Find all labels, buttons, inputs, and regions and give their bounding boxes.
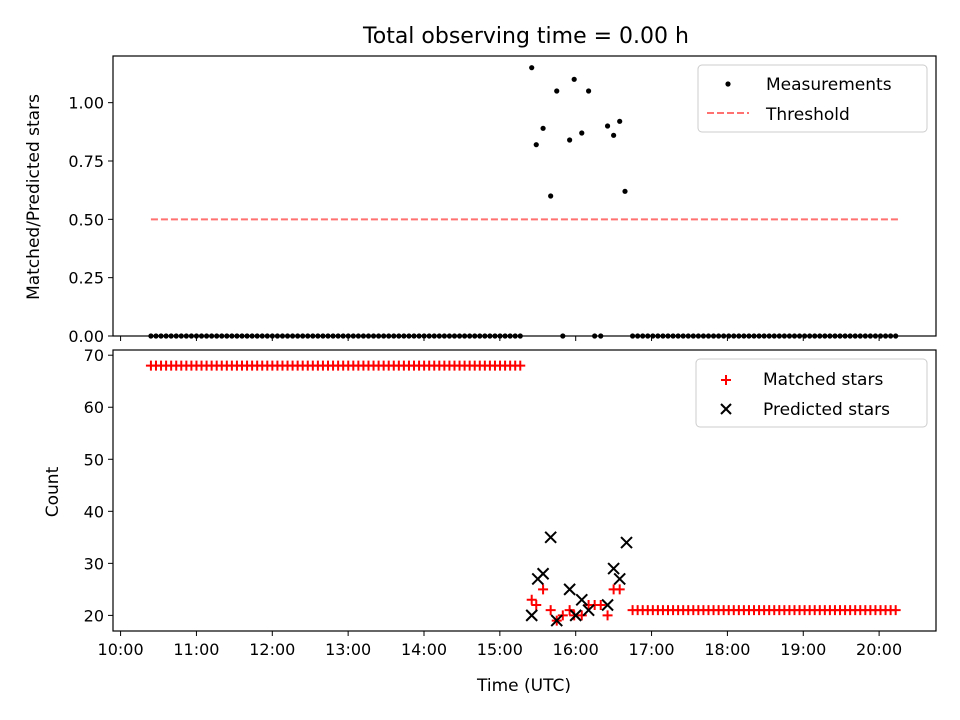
top-y-tick-label: 1.00: [68, 94, 104, 113]
measurement-point: [617, 118, 623, 124]
x-tick-label: 14:00: [401, 640, 447, 659]
bottom-axes-frame: [112, 349, 937, 632]
matched-star-point: [576, 610, 587, 621]
matched-star-point: [545, 605, 556, 616]
matched-star-point: [526, 594, 537, 605]
predicted-star-point: [525, 609, 538, 622]
matched-star-point: [595, 599, 606, 610]
x-tick-label: 13:00: [325, 640, 371, 659]
matched-star-point: [890, 605, 901, 616]
legend-measurements-marker: [725, 81, 731, 87]
predicted-star-point: [607, 562, 620, 575]
matched-star-point: [515, 360, 526, 371]
measurement-point: [554, 88, 560, 94]
bottom-y-tick-label: 30: [84, 554, 104, 573]
bottom-y-tick-label: 40: [84, 502, 104, 521]
top-y-tick-label: 0.50: [68, 210, 104, 229]
bottom-y-tick-label: 20: [84, 606, 104, 625]
top-panel: 0.00 0.25 0.50 0.75 1.00 Matched/Predicted s…: [24, 55, 937, 346]
bottom-y-tick-label: 60: [84, 398, 104, 417]
matched-star-point: [531, 599, 542, 610]
measurement-point: [604, 123, 611, 129]
predicted-star-point: [620, 536, 633, 549]
x-tick-label: 15:00: [477, 640, 523, 659]
measurement-point: [540, 125, 546, 131]
measurement-point: [567, 137, 573, 143]
legend-matched-label: Matched stars: [763, 370, 883, 390]
top-y-tick-label: 0.25: [68, 269, 104, 288]
x-tick-label: 16:00: [553, 640, 599, 659]
x-tick-label: 17:00: [628, 640, 674, 659]
predicted-star-point: [550, 614, 563, 627]
bottom-y-tick-label: 70: [84, 346, 104, 365]
top-y-axis-label: Matched/Predicted stars: [24, 94, 44, 300]
matched-star-point: [538, 584, 549, 595]
x-tick-label: 12:00: [249, 640, 295, 659]
x-tick-label: 10:00: [98, 640, 144, 659]
legend-threshold-label: Threshold: [765, 105, 850, 125]
measurement-point: [579, 130, 585, 136]
bottom-y-tick-label: 50: [84, 450, 104, 469]
bottom-y-axis-label: Count: [43, 466, 63, 517]
measurement-point: [585, 88, 592, 94]
legend-matched-marker: [721, 375, 731, 385]
measurement-point: [548, 193, 554, 199]
matched-star-point: [564, 605, 575, 616]
top-y-tick-label: 0.00: [68, 327, 104, 346]
predicted-star-point: [613, 572, 626, 586]
measurement-point: [611, 132, 617, 138]
x-tick-label: 20:00: [856, 640, 902, 659]
measurement-point: [533, 142, 539, 148]
matched-star-point: [557, 610, 568, 621]
measurement-point: [622, 188, 628, 194]
bottom-panel: 20 30 40 50 60 70 10:00 11:00 12:00 13:00 14:00 15:…: [43, 346, 937, 696]
predicted-star-point: [582, 603, 595, 617]
top-axes-frame: [112, 55, 937, 337]
legend-predicted-label: Predicted stars: [763, 400, 890, 420]
x-tick-label: 18:00: [704, 640, 750, 659]
x-tick-label: 11:00: [173, 640, 219, 659]
predicted-star-point: [536, 567, 550, 580]
legend-measurements-label: Measurements: [766, 75, 892, 95]
legend-predicted-marker: [720, 403, 732, 415]
matched-star-point: [602, 610, 613, 621]
measurement-point: [529, 65, 535, 71]
predicted-star-point: [575, 593, 588, 606]
chart-title: Total observing time = 0.00 h: [362, 24, 689, 49]
matched-star-point: [614, 584, 625, 595]
predicted-star-point: [563, 583, 576, 596]
top-y-tick-label: 0.75: [68, 152, 104, 171]
bottom-legend: Matched stars Predicted stars: [695, 358, 928, 428]
measurement-point: [571, 76, 577, 82]
x-axis-label: Time (UTC): [476, 676, 571, 696]
top-legend: Measurements Threshold: [697, 64, 928, 133]
predicted-star-point: [601, 598, 614, 612]
x-tick-label: 19:00: [780, 640, 826, 659]
predicted-star-point: [544, 531, 557, 544]
predicted-star-point: [569, 609, 582, 622]
